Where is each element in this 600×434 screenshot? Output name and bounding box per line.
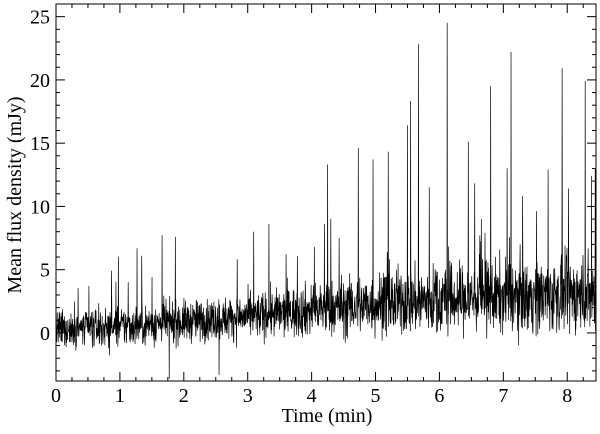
x-tick-label: 4 [307,385,317,407]
y-tick-label: 0 [40,323,50,345]
x-tick-label: 5 [371,385,381,407]
y-tick-label: 20 [30,70,50,92]
x-tick-label: 3 [243,385,253,407]
axis-layer [55,3,597,382]
x-tick-label: 7 [498,385,508,407]
y-tick-label: 15 [30,133,50,155]
x-tick-label: 6 [434,385,444,407]
x-tick-label: 1 [115,385,125,407]
data-layer [55,22,597,379]
y-tick-label: 25 [30,7,50,29]
y-tick-label: 5 [40,260,50,282]
y-tick-label: 10 [30,196,50,218]
plot-frame [55,3,597,382]
x-tick-label: 8 [562,385,572,407]
x-tick-label: 0 [51,385,61,407]
x-axis-title: Time (min) [282,405,373,427]
x-tick-label: 2 [179,385,189,407]
flux-series-line [55,22,597,379]
y-axis-title: Mean flux density (mJy) [4,96,26,293]
label-layer: 0 1 2 3 4 5 6 7 8 0 5 10 15 20 25 [30,7,572,407]
